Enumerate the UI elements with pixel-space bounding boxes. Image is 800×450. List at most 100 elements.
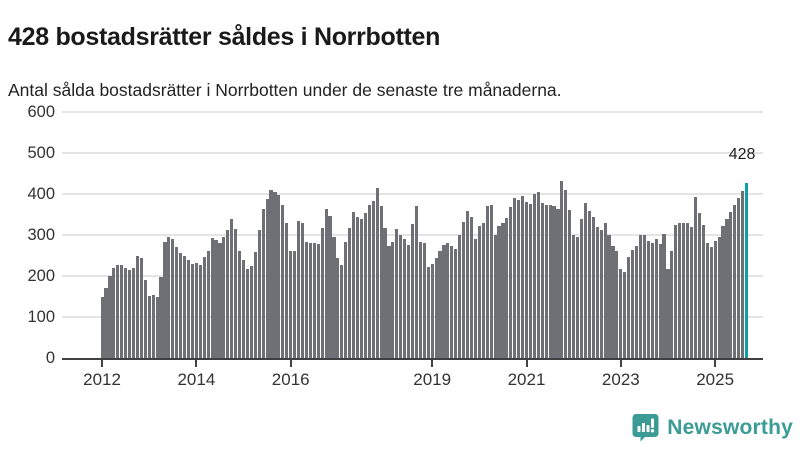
bar [218,243,222,358]
bar [536,191,540,358]
bar [359,219,364,358]
bar [509,207,513,358]
bar [128,269,132,358]
y-axis-label-100: 100 [27,308,55,326]
bar [285,222,289,358]
bar [297,221,301,358]
bar [690,227,694,358]
bar [167,237,171,358]
bar [442,245,446,358]
bar [238,250,242,358]
x-tick-2023 [619,360,622,367]
bar [324,209,328,358]
bar [721,225,725,358]
bar [532,194,536,358]
bar [328,215,332,358]
bar [462,221,466,358]
bar [241,260,246,358]
bar [175,247,179,358]
bar [650,242,654,358]
bar [135,256,139,358]
bar [623,271,627,358]
bar [658,244,662,358]
gridline-y-600 [62,111,763,113]
bar [587,210,591,358]
bar [481,222,485,358]
bar [269,189,273,358]
bar [662,233,666,358]
bar [289,251,293,358]
bar [517,199,521,358]
x-tick-2021 [525,360,528,367]
gridline-y-400 [62,193,763,195]
y-axis-label-200: 200 [27,267,55,285]
bar [159,276,163,358]
bar [355,216,360,358]
bar [304,241,308,358]
x-axis-label-2014: 2014 [177,370,216,389]
bar [230,219,234,358]
bar [505,218,509,358]
bar [485,206,489,358]
bar [544,205,548,358]
x-axis-line [62,357,763,360]
bar [104,288,108,358]
bar [674,224,678,358]
bar [139,258,143,358]
bar [194,262,198,358]
bar [348,227,352,358]
bar [473,239,477,358]
y-axis-label-600: 600 [27,103,55,121]
bar [701,224,705,358]
bar [367,204,371,358]
bar [725,218,729,358]
bar [332,236,336,358]
bar [281,205,285,358]
bar [654,238,658,358]
bar [414,206,419,358]
bar [277,194,281,358]
bar [615,251,619,358]
gridline-y-500 [62,152,763,154]
bar [151,295,155,358]
bar [379,206,383,358]
x-axis-label-2025: 2025 [696,370,735,389]
bar [410,223,415,358]
bar [253,252,257,358]
bar [642,234,646,358]
bar [308,242,312,358]
bar [693,197,698,358]
x-axis-label-2012: 2012 [83,370,121,389]
bar [619,268,623,358]
bar [163,241,167,358]
bar [438,251,442,358]
bar [371,200,375,358]
bar [489,205,493,358]
plot-area: 2012 2014 2016 2019 2021 2023 2025 [62,111,763,389]
bar [434,257,438,358]
bar [493,235,497,358]
bar [572,234,576,358]
bar [737,198,741,358]
page-title: 428 bostadsrätter såldes i Norrbotten [8,22,441,51]
x-tick-2012 [101,360,104,367]
y-axis-label-400: 400 [27,185,55,203]
chart-subtitle: Antal sålda bostadsrätter i Norrbotten u… [8,79,562,100]
bar [116,264,120,358]
bar [202,257,206,358]
bar [143,280,147,358]
x-axis-label-2023: 2023 [601,370,640,389]
bar [407,245,411,358]
bar [513,198,517,358]
bar [709,247,713,358]
bar [469,217,474,358]
bar [391,242,395,358]
bar [560,180,564,358]
bar [638,235,643,358]
bar [206,250,210,358]
bar [312,243,316,358]
last-value-annotation: 428 [728,146,756,163]
y-axis-label-0: 0 [45,349,55,367]
bar [576,237,580,358]
newsworthy-chart-bubble-icon [632,414,659,442]
